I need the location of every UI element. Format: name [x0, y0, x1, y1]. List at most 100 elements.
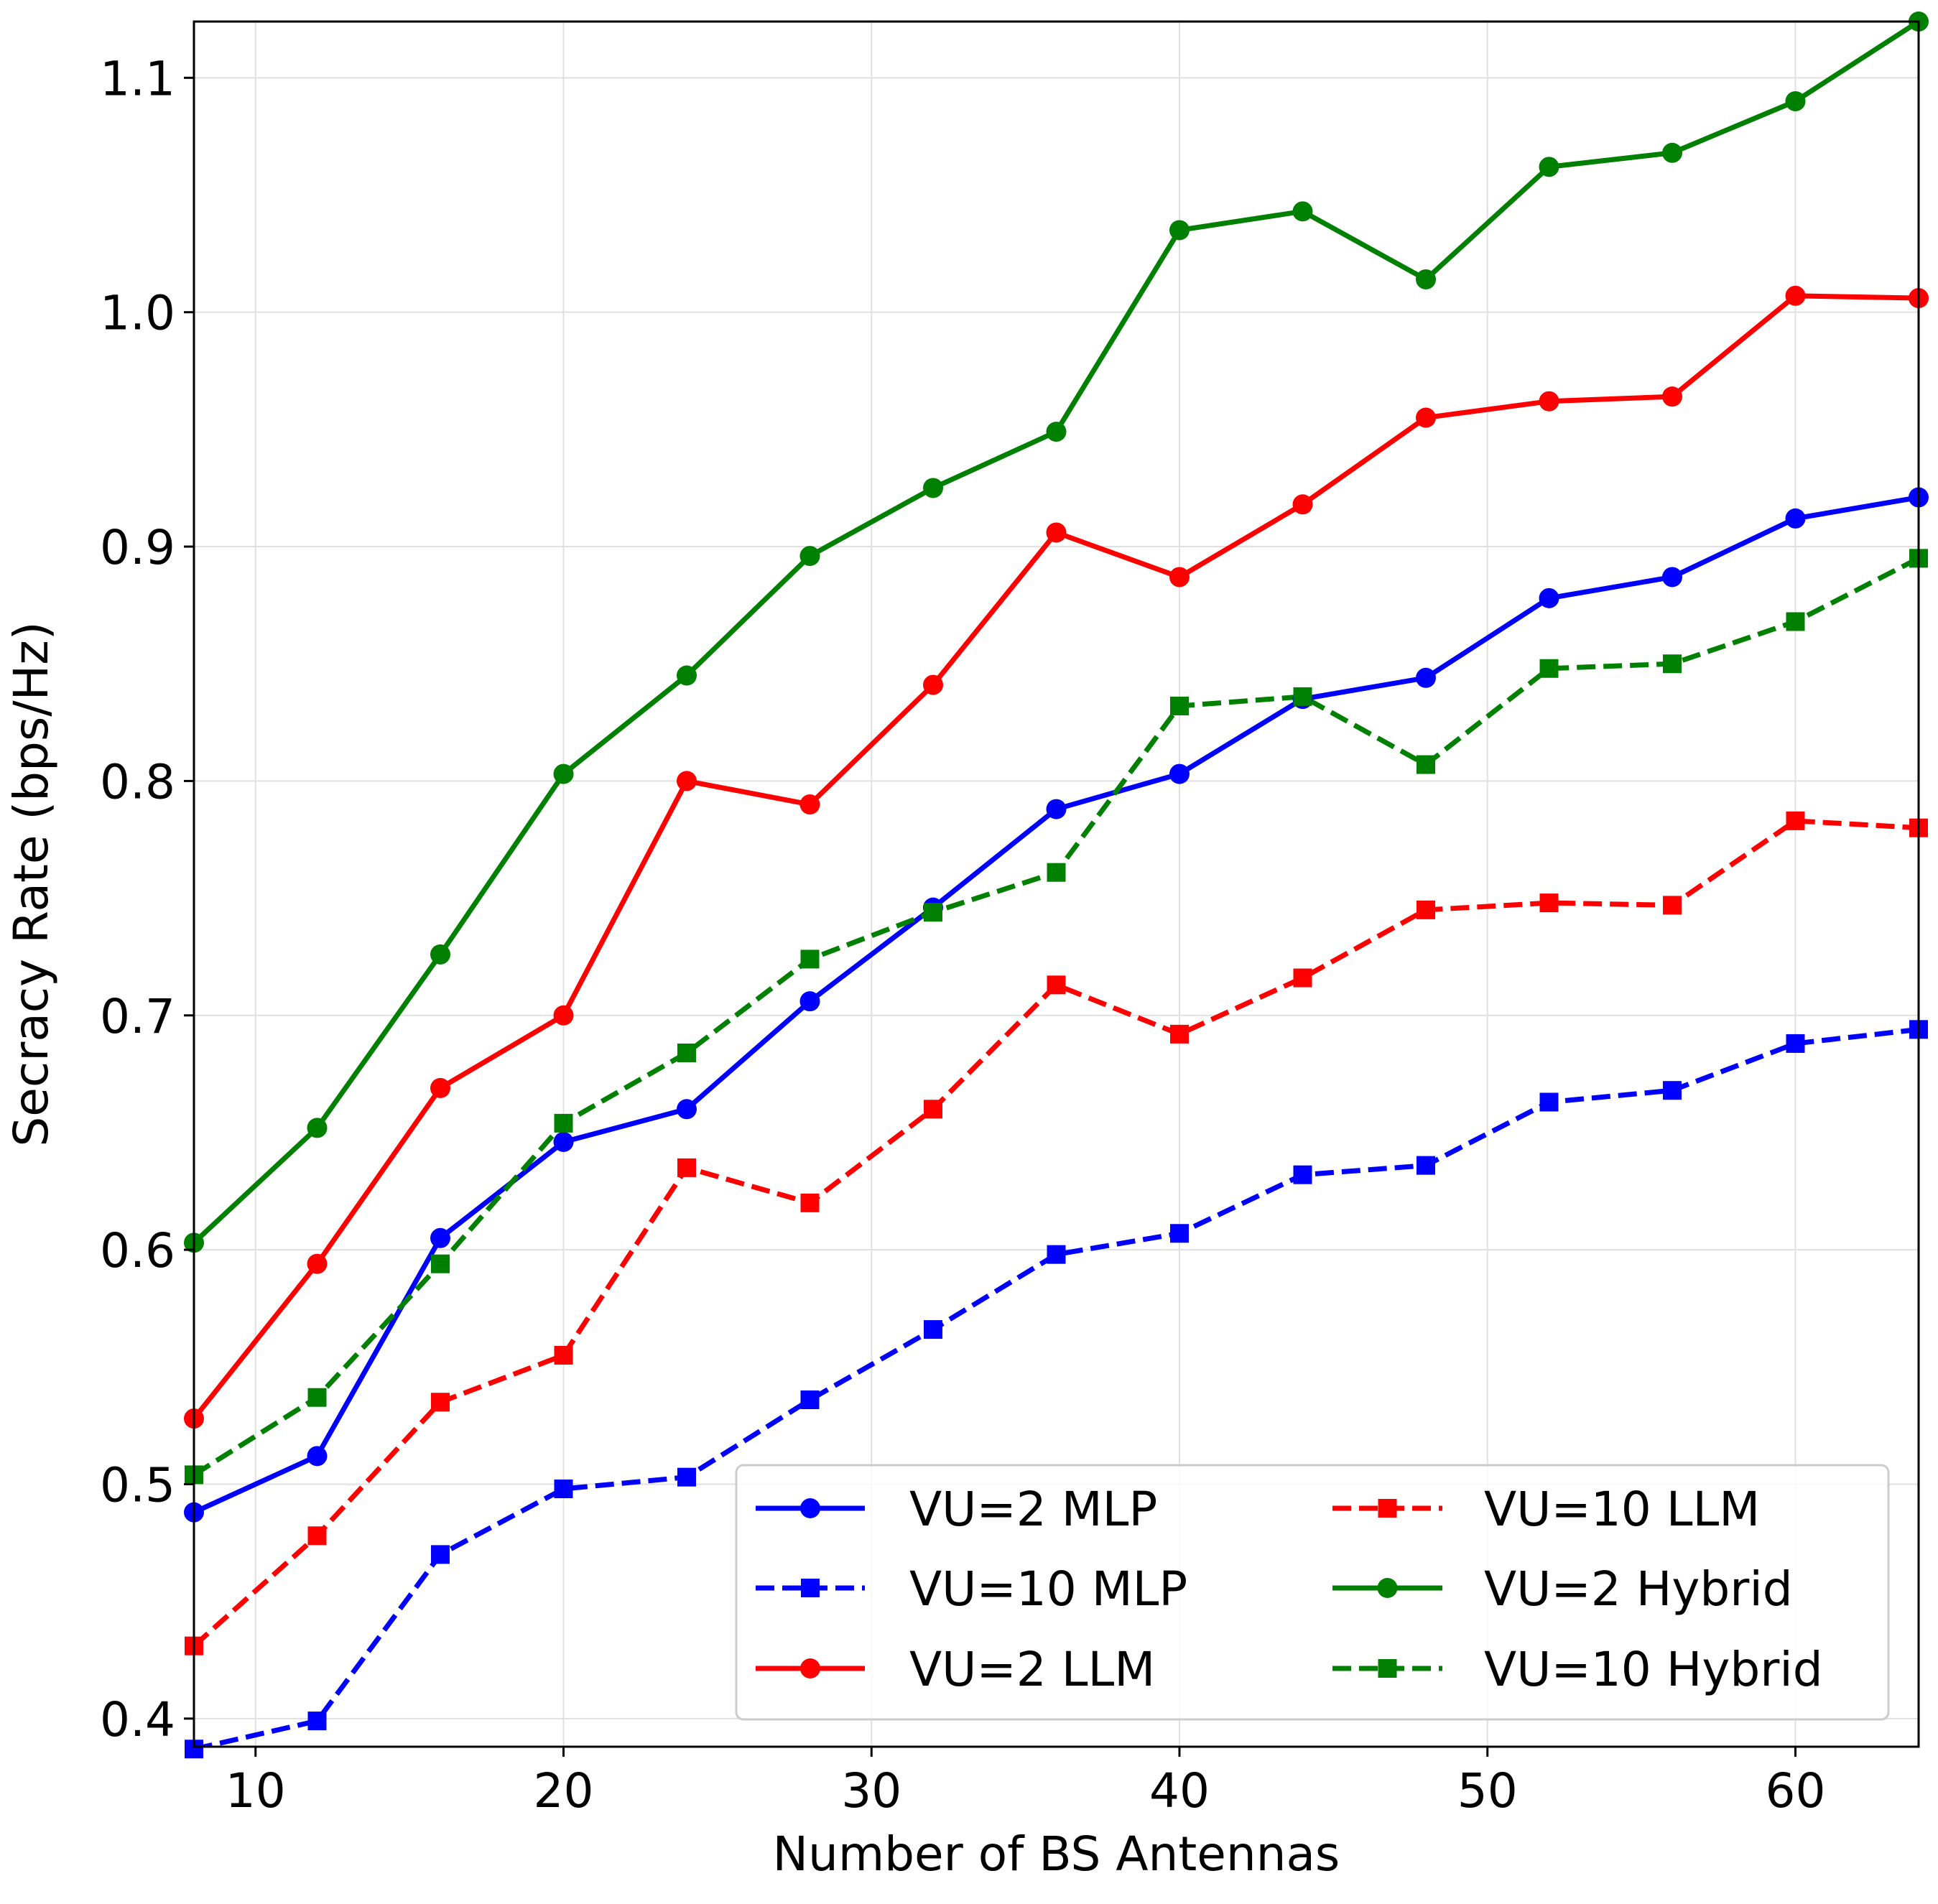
- data-point: [1169, 220, 1190, 241]
- data-point: [1539, 588, 1559, 608]
- data-point: [307, 1712, 327, 1731]
- data-point: [799, 546, 820, 567]
- data-point: [1293, 1165, 1312, 1184]
- data-point: [677, 1099, 697, 1120]
- data-point: [1785, 90, 1806, 111]
- data-point: [924, 1320, 942, 1339]
- x-tick-label: 40: [1149, 1763, 1210, 1819]
- grid-lines: [194, 22, 1919, 1747]
- data-point: [1046, 522, 1067, 543]
- data-point: [1663, 654, 1682, 674]
- legend-marker-2: [800, 1658, 820, 1678]
- data-point: [307, 1388, 327, 1407]
- data-point: [1046, 422, 1067, 442]
- data-point: [554, 1345, 573, 1365]
- data-point: [799, 991, 820, 1012]
- data-point: [800, 1390, 820, 1409]
- data-point: [307, 1526, 327, 1546]
- data-point: [553, 763, 574, 784]
- data-point: [307, 1253, 328, 1274]
- data-point: [1662, 386, 1682, 407]
- data-point: [430, 1077, 450, 1098]
- data-point: [1786, 811, 1805, 830]
- data-point: [1047, 863, 1066, 882]
- y-tick-label: 0.4: [100, 1692, 175, 1747]
- plot-frame: [193, 20, 1920, 1748]
- x-axis-label: Number of BS Antennas: [773, 1826, 1340, 1882]
- data-point: [1417, 1156, 1435, 1175]
- x-tick-label: 30: [841, 1763, 901, 1819]
- x-tick-label: 60: [1766, 1763, 1826, 1819]
- data-point: [1539, 893, 1559, 913]
- legend-label-5: VU=10 Hybrid: [1484, 1642, 1823, 1697]
- data-point: [1417, 900, 1435, 919]
- data-point: [677, 1158, 696, 1177]
- data-point: [923, 674, 943, 695]
- data-point: [1539, 391, 1559, 412]
- data-point: [1662, 567, 1682, 588]
- data-point: [1170, 1224, 1189, 1243]
- data-point: [1170, 696, 1189, 715]
- x-axis: 10 20 30 40 50 60: [226, 1747, 1826, 1819]
- data-point: [677, 665, 697, 686]
- data-point: [800, 1193, 820, 1212]
- legend-marker-0: [800, 1498, 820, 1518]
- legend-marker-4: [1377, 1578, 1398, 1598]
- x-tick-label: 10: [226, 1763, 286, 1819]
- x-tick-label: 50: [1457, 1763, 1518, 1819]
- data-point: [431, 1545, 450, 1564]
- data-point: [554, 1113, 573, 1133]
- legend-marker-3: [1378, 1499, 1397, 1518]
- data-point: [1786, 1034, 1805, 1053]
- y-tick-label: 0.8: [100, 754, 175, 809]
- legend-marker-1: [801, 1579, 820, 1597]
- data-point: [1047, 1245, 1066, 1264]
- legend-label-4: VU=2 Hybrid: [1484, 1561, 1793, 1617]
- data-point: [307, 1446, 328, 1467]
- data-point: [1539, 1092, 1559, 1112]
- data-point: [1169, 567, 1190, 588]
- data-point: [553, 1005, 574, 1026]
- data-point: [553, 1131, 574, 1152]
- data-point: [677, 1043, 696, 1062]
- data-point: [1662, 142, 1682, 163]
- y-axis: 0.4 0.5 0.6 0.7 0.8 0.9 1.0 1.1: [100, 51, 194, 1747]
- data-point: [923, 478, 943, 498]
- legend-label-3: VU=10 LLM: [1484, 1482, 1760, 1537]
- data-point: [1785, 285, 1806, 306]
- data-point: [1785, 508, 1806, 529]
- data-point: [431, 1393, 450, 1412]
- y-tick-label: 1.1: [100, 51, 175, 106]
- data-point: [1786, 612, 1805, 631]
- data-point: [1170, 1024, 1189, 1044]
- data-point: [1293, 687, 1312, 706]
- data-point: [431, 1254, 450, 1273]
- y-tick-label: 0.6: [100, 1223, 175, 1278]
- data-point: [554, 1480, 573, 1499]
- data-point: [430, 1227, 450, 1248]
- data-point: [1416, 269, 1436, 289]
- y-axis-label: Secracy Rate (bps/Hz): [4, 621, 59, 1146]
- x-tick-label: 20: [534, 1763, 594, 1819]
- data-point: [800, 949, 820, 969]
- data-point: [1663, 1081, 1682, 1100]
- y-tick-label: 0.9: [100, 520, 175, 575]
- legend-marker-5: [1378, 1659, 1397, 1678]
- data-point: [1539, 157, 1559, 177]
- y-tick-label: 1.0: [100, 286, 175, 341]
- data-point: [1539, 659, 1559, 678]
- data-point: [307, 1118, 328, 1138]
- legend-label-1: VU=10 MLP: [909, 1561, 1187, 1617]
- legend-box: [735, 1464, 1890, 1721]
- data-point: [430, 944, 450, 965]
- data-point: [1293, 968, 1312, 988]
- data-point: [924, 903, 942, 922]
- data-point: [677, 771, 697, 791]
- data-point: [1416, 407, 1436, 428]
- data-point: [1046, 799, 1067, 819]
- data-point: [799, 794, 820, 815]
- data-point: [677, 1467, 696, 1487]
- legend: VU=2 MLP VU=10 MLP VU=2 LLM VU=10 LLM VU=2 H…: [735, 1464, 1890, 1721]
- data-point: [1047, 975, 1066, 995]
